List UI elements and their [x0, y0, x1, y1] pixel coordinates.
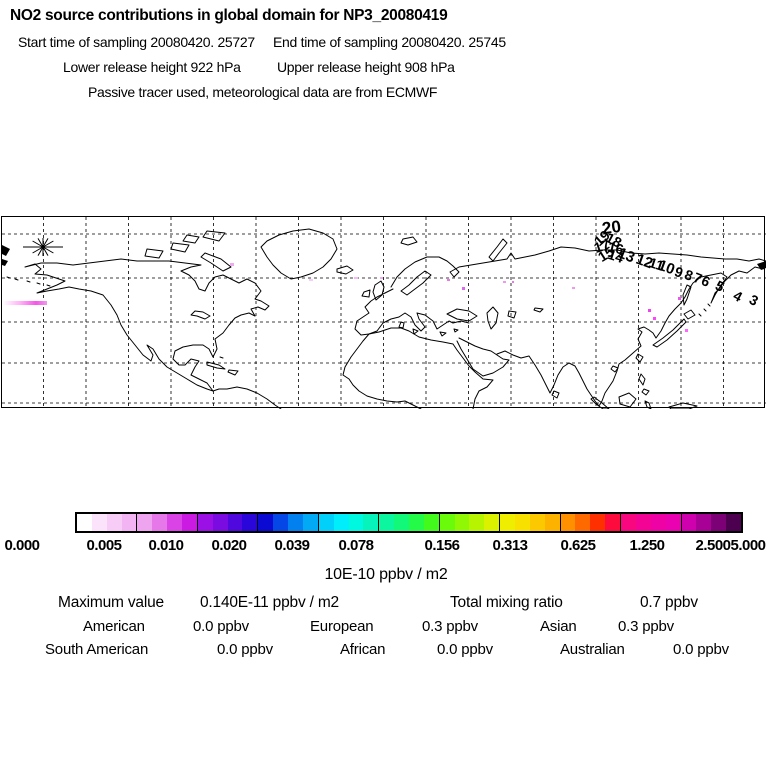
colorbar-segment: [379, 514, 440, 531]
colorbar-segment: [439, 514, 501, 531]
colorbar-tick-label: 0.078: [338, 537, 374, 554]
plume-pixel: [447, 279, 450, 281]
colorbar-segment: [258, 514, 319, 531]
colorbar-segment: [621, 514, 682, 531]
region-australian-value: 0.0 ppbv: [673, 641, 729, 658]
colorbar-tick-label: 0.005: [86, 537, 122, 554]
region-asian-value: 0.3 ppbv: [618, 618, 674, 635]
plume-smear: [3, 301, 47, 305]
colorbar: [75, 512, 743, 533]
coastlines: [2, 228, 766, 409]
plume-pixel: [678, 297, 681, 300]
plume-pixel: [572, 287, 575, 289]
colorbar-segment: [318, 514, 380, 531]
colorbar-tick-label: 1.250: [629, 537, 665, 554]
plume-pixel: [648, 309, 651, 312]
region-south-american-label: South American: [45, 641, 149, 658]
max-value: 0.140E-11 ppbv / m2: [200, 594, 339, 611]
colorbar-tick-label: 2.500: [695, 537, 731, 554]
release-site-star-marker: [23, 238, 63, 256]
plume-pixel: [309, 279, 313, 281]
colorbar-segment: [681, 514, 741, 531]
colorbar-segment: [77, 514, 138, 531]
colorbar-tick-label: 0.000: [4, 537, 40, 554]
page-title: NO2 source contributions in global domai…: [10, 7, 448, 24]
region-asian-label: Asian: [540, 618, 577, 635]
tracer-note-label: Passive tracer used, meteorological data…: [88, 84, 438, 100]
plume-pixel: [503, 281, 506, 283]
lower-release-label: Lower release height 922 hPa: [63, 59, 241, 75]
colorbar-segment: [500, 514, 561, 531]
colorbar-tick-label: 0.625: [560, 537, 596, 554]
upper-release-label: Upper release height 908 hPa: [277, 59, 455, 75]
colorbar-tick-label: 0.313: [492, 537, 528, 554]
world-map-panel: 20 19 18 17 16 15 14 13 12 11 10 9 8 7 6 5 4 3: [1, 216, 766, 409]
colorbar-segment: [197, 514, 259, 531]
colorbar-segment: [137, 514, 198, 531]
colorbar-segment: [560, 514, 622, 531]
coastline-graticule-svg: [2, 217, 766, 409]
plume-pixel: [653, 317, 656, 320]
plume-pixel: [354, 277, 358, 279]
region-american-value: 0.0 ppbv: [193, 618, 249, 635]
region-african-value: 0.0 ppbv: [437, 641, 493, 658]
end-time-label: End time of sampling 20080420. 25745: [273, 34, 506, 50]
colorbar-tick-label: 0.020: [211, 537, 247, 554]
region-american-label: American: [83, 618, 145, 635]
colorbar-tick-label: 5.000: [730, 537, 766, 554]
plume-pixel: [230, 263, 234, 266]
graticule-grid: [2, 217, 766, 409]
plume-pixel: [462, 287, 465, 290]
region-south-american-value: 0.0 ppbv: [217, 641, 273, 658]
total-ratio-label: Total mixing ratio: [450, 594, 563, 611]
total-ratio-value: 0.7 ppbv: [640, 594, 698, 611]
plume-pixel: [512, 281, 514, 283]
region-european-value: 0.3 ppbv: [422, 618, 478, 635]
colorbar-tick-label: 0.156: [424, 537, 460, 554]
colorbar-units-label: 10E-10 ppbv / m2: [324, 566, 448, 583]
region-african-label: African: [340, 641, 386, 658]
colorbar-tick-label: 0.039: [274, 537, 310, 554]
region-australian-label: Australian: [560, 641, 625, 658]
plume-pixel: [380, 277, 383, 279]
region-european-label: European: [310, 618, 374, 635]
max-value-label: Maximum value: [58, 594, 164, 611]
plume-pixel: [685, 329, 688, 332]
colorbar-tick-label: 0.010: [148, 537, 184, 554]
start-time-label: Start time of sampling 20080420. 25727: [18, 34, 255, 50]
